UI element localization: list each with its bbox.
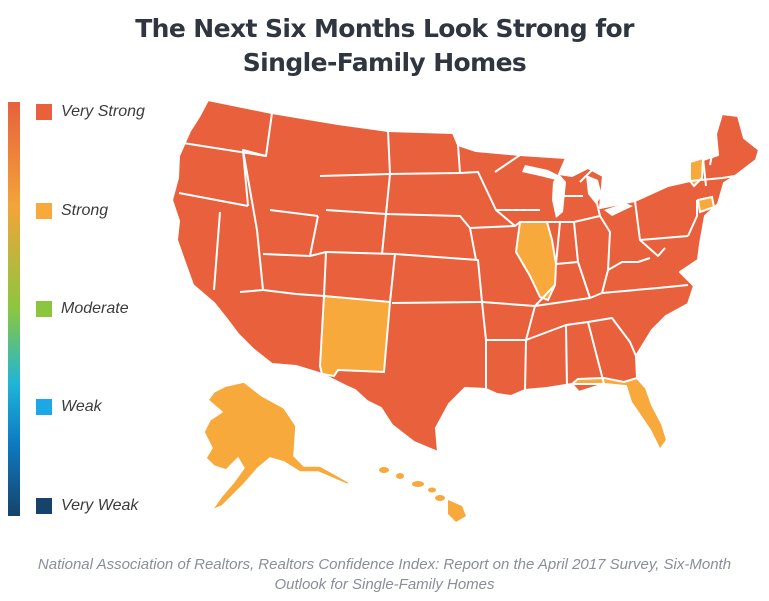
title-line-1: The Next Six Months Look Strong for bbox=[135, 14, 634, 43]
map-title: The Next Six Months Look Strong for Sing… bbox=[0, 12, 769, 80]
legend-label: Weak bbox=[61, 398, 102, 415]
source-caption: National Association of Realtors, Realto… bbox=[0, 555, 769, 595]
legend-item-weak: Weak bbox=[36, 397, 102, 417]
caption-line-2: Outlook for Single-Family Homes bbox=[274, 576, 495, 593]
state-illinois bbox=[514, 221, 558, 302]
legend-item-strong: Strong bbox=[36, 201, 108, 221]
legend-label: Very Weak bbox=[61, 497, 139, 514]
legend-swatch bbox=[36, 498, 52, 514]
legend-item-very-weak: Very Weak bbox=[36, 496, 138, 516]
legend-swatch bbox=[36, 301, 52, 317]
legend-label: Very Strong bbox=[61, 103, 145, 120]
legend-item-moderate: Moderate bbox=[36, 299, 129, 319]
great-lakes bbox=[522, 165, 662, 218]
caption-line-1: National Association of Realtors, Realto… bbox=[37, 556, 732, 573]
legend-label: Strong bbox=[61, 202, 109, 219]
legend-gradient-bar bbox=[8, 102, 20, 516]
legend-label: Moderate bbox=[61, 300, 129, 317]
title-line-2: Single-Family Homes bbox=[242, 48, 527, 77]
legend-swatch bbox=[36, 399, 52, 415]
state-connecticut bbox=[696, 195, 716, 214]
legend-swatch bbox=[36, 104, 52, 120]
state-vermont bbox=[689, 156, 705, 188]
state-hawaii bbox=[379, 467, 466, 522]
state-new-mexico bbox=[318, 294, 392, 378]
state-alaska bbox=[203, 381, 353, 511]
state-borders bbox=[178, 112, 736, 391]
state-florida bbox=[569, 376, 669, 452]
legend-swatch bbox=[36, 203, 52, 219]
legend-item-very-strong: Very Strong bbox=[36, 102, 145, 122]
